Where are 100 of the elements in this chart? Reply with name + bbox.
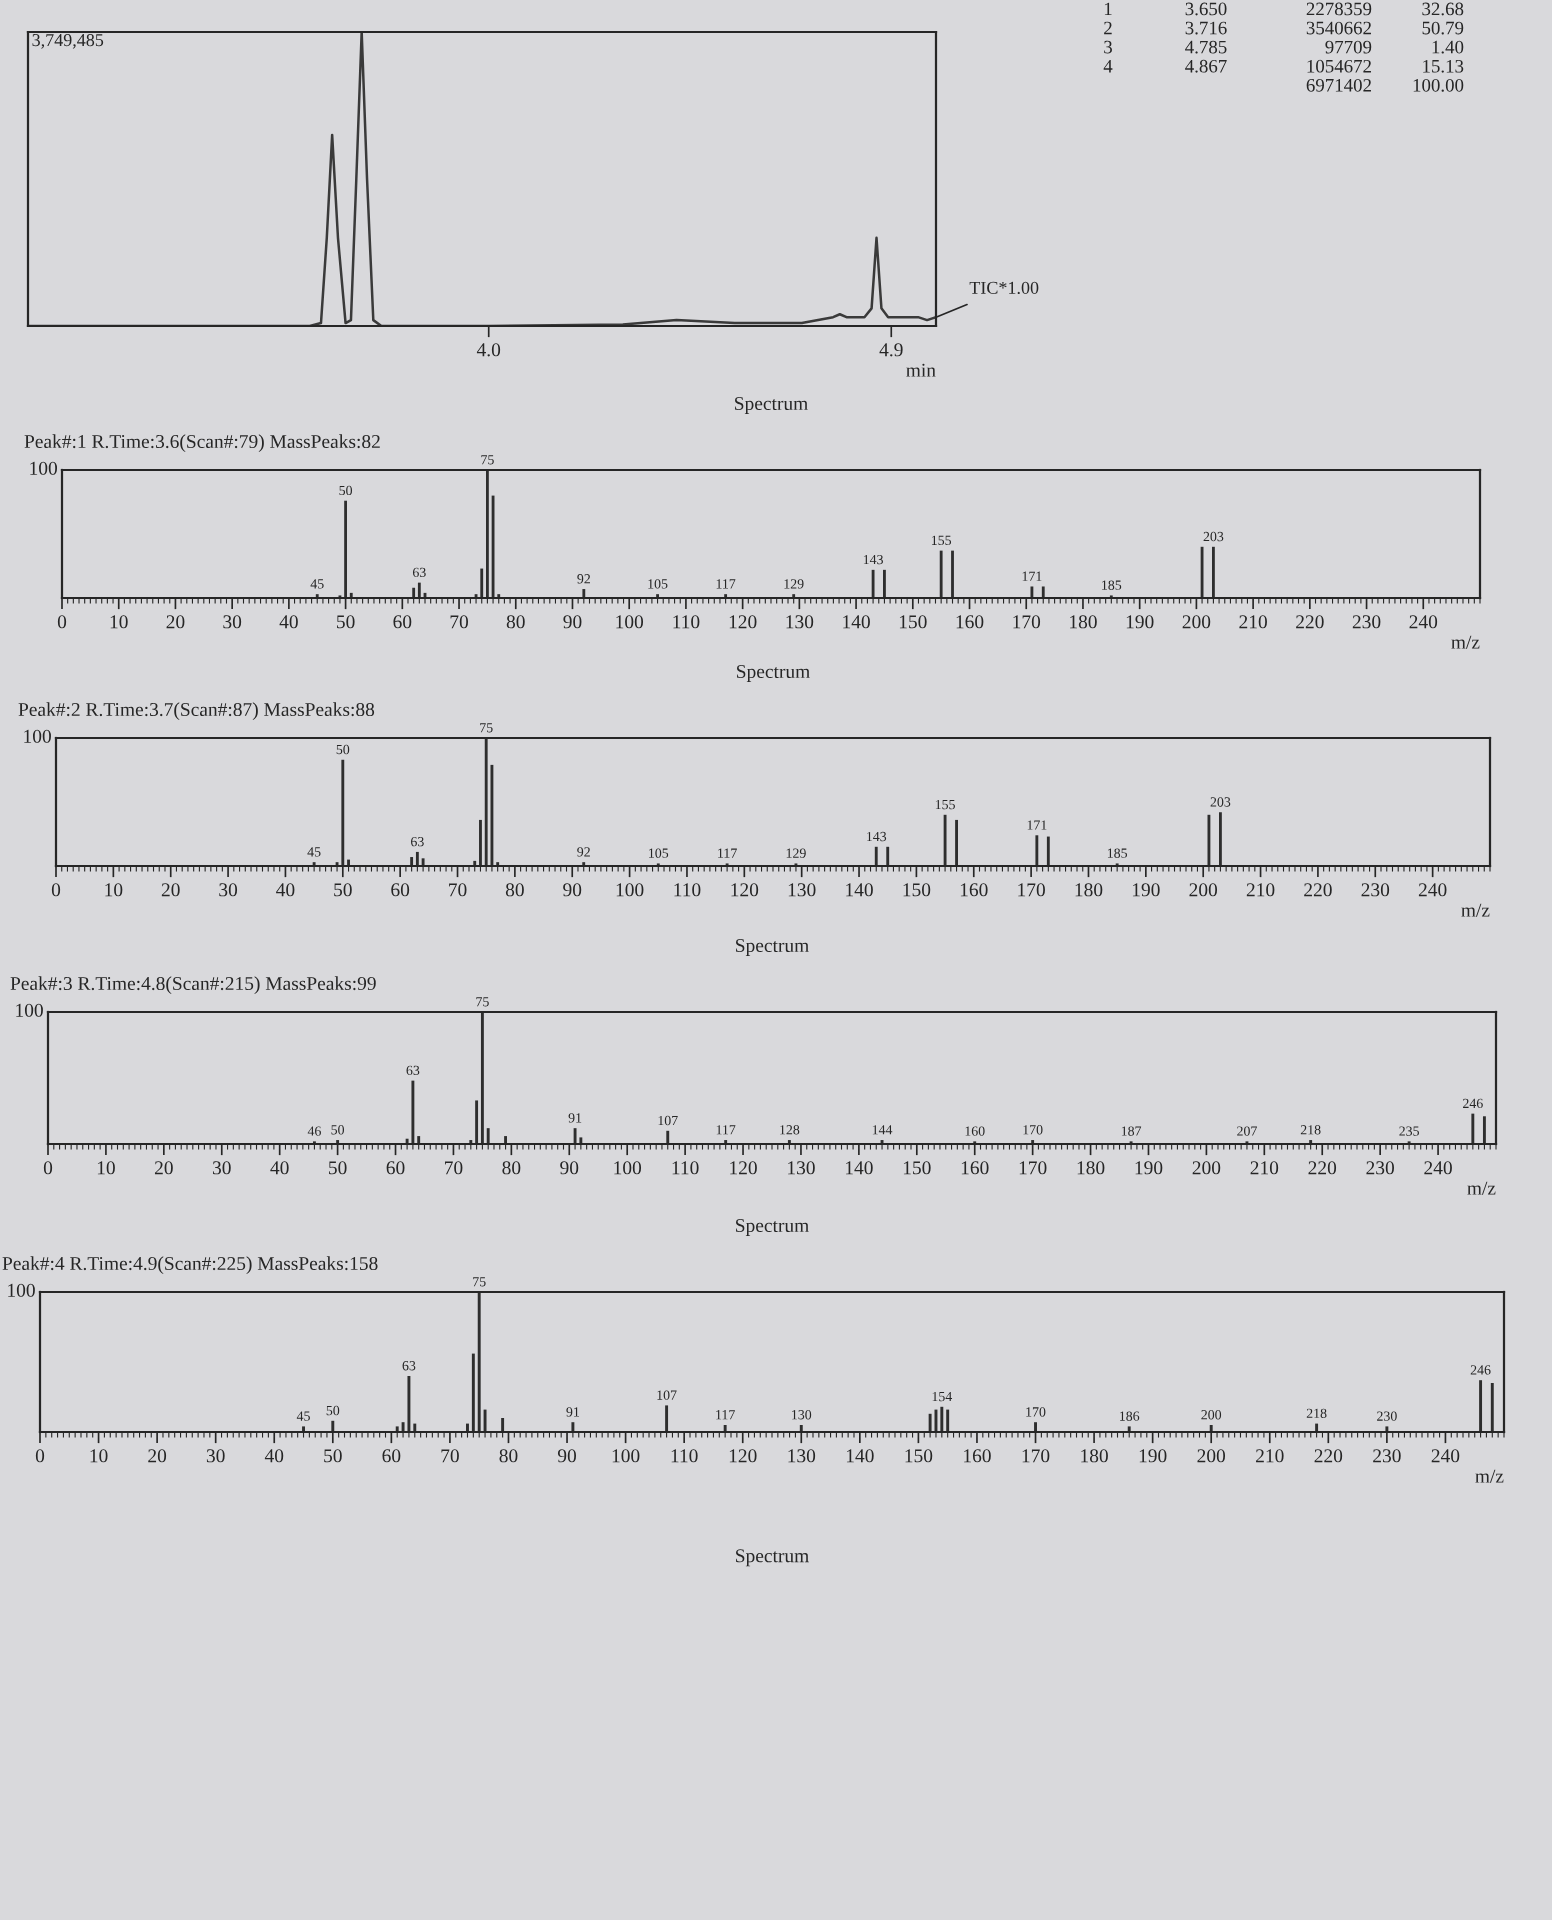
x-tick-label: 150 (903, 1161, 931, 1175)
x-tick-label: 10 (105, 883, 123, 897)
annotation: 3,749,485 (32, 33, 104, 49)
x-tick-label: 170 (1013, 615, 1041, 629)
x-tick-label: 20 (148, 1449, 167, 1463)
chart-title: Spectrum (735, 396, 808, 414)
x-tick-label: 140 (843, 615, 870, 629)
text: 100 (16, 1003, 43, 1017)
x-tick-label: 90 (563, 615, 582, 629)
x-axis-title: min (906, 363, 936, 377)
x-tick-label: 0 (57, 615, 67, 629)
x-tick-label: 20 (161, 883, 180, 897)
x-tick-label: 190 (1135, 1161, 1163, 1175)
x-tick-label: 180 (1070, 615, 1097, 629)
x-tick-label: 170 (1019, 1161, 1047, 1175)
x-tick-label: 60 (391, 883, 410, 897)
x-tick-label: 130 (788, 1161, 815, 1175)
x-tick-label: 110 (673, 615, 700, 629)
x-tick-label: 80 (499, 1449, 518, 1463)
x-tick-label: 190 (1139, 1449, 1167, 1463)
x-tick-label: 60 (382, 1449, 401, 1463)
x-tick-label: 30 (219, 883, 238, 897)
chart-title: Spectrum (736, 938, 809, 956)
x-tick-label: 80 (502, 1161, 521, 1175)
x-tick-label: 70 (441, 1449, 459, 1463)
x-tick-label: 230 (1361, 883, 1390, 897)
x-tick-label: 20 (154, 1161, 173, 1175)
x-tick-label: 100 (614, 1161, 642, 1175)
x-tick-label: 100 (616, 883, 644, 897)
x-tick-label: 20 (166, 615, 185, 629)
x-axis-title: m/z (1467, 1181, 1496, 1195)
x-tick-label: 50 (337, 615, 355, 629)
x-tick-label: 0 (51, 883, 61, 897)
chart-subtitle: Peak#:3 R.Time:4.8(Scan#:215) MassPeaks:99 (10, 976, 376, 994)
x-tick-label: 60 (386, 1161, 405, 1175)
x-tick-label: 200 (1189, 883, 1218, 897)
x-tick-label: 110 (674, 883, 701, 897)
x-tick-label: 30 (212, 1161, 231, 1175)
x-tick-label: 30 (206, 1449, 225, 1463)
x-tick-label: 140 (846, 1449, 874, 1463)
text: 100 (24, 729, 51, 743)
x-tick-label: 220 (1314, 1449, 1343, 1463)
x-tick-label: 220 (1296, 615, 1324, 629)
x-tick-label: 160 (960, 883, 988, 897)
x-tick-label: 110 (671, 1449, 698, 1463)
x-tick-label: 40 (270, 1161, 289, 1175)
x-tick-label: 80 (506, 615, 525, 629)
x-tick-label: 200 (1182, 615, 1211, 629)
x-tick-label: 240 (1409, 615, 1438, 629)
x-tick-label: 10 (97, 1161, 115, 1175)
text: 100 (8, 1283, 35, 1297)
x-tick-label: 90 (557, 1449, 577, 1463)
x-tick-label: 130 (786, 615, 814, 629)
x-tick-label: 210 (1239, 615, 1267, 629)
x-tick-label: 60 (393, 615, 412, 629)
x-tick-label: 10 (110, 615, 128, 629)
x-tick-label: 240 (1418, 883, 1447, 897)
x-tick-label: 220 (1304, 883, 1332, 897)
x-tick-label: 150 (899, 615, 927, 629)
x-tick-label: 240 (1424, 1161, 1452, 1175)
x-tick-label: 80 (505, 883, 524, 897)
x-tick-label: 100 (612, 1449, 640, 1463)
x-tick-label: 230 (1366, 1161, 1394, 1175)
text: Spectrum (736, 1549, 809, 1567)
x-tick-label: 70 (449, 883, 467, 897)
text: 32.68 50.79 1.40 15.13 100.00 (1413, 2, 1464, 92)
x-tick-label: 160 (961, 1161, 989, 1175)
x-tick-label: 40 (279, 615, 298, 629)
text: 2278359 3540662 97709 1054672 6971402 (1306, 2, 1372, 92)
x-tick-label: 210 (1246, 883, 1275, 897)
x-tick-label: 150 (903, 883, 931, 897)
x-tick-label: 120 (729, 1449, 757, 1463)
annotation: TIC*1.00 (969, 281, 1039, 294)
x-tick-label: 50 (334, 883, 352, 897)
x-axis-title: m/z (1451, 635, 1480, 649)
x-axis-title: m/z (1475, 1469, 1504, 1483)
x-tick-label: 40 (264, 1449, 284, 1463)
x-tick-label: 10 (90, 1449, 108, 1463)
x-tick-label: 100 (616, 615, 644, 629)
x-tick-label: 0 (43, 1161, 53, 1175)
text: 100 (30, 461, 57, 475)
x-tick-label: 210 (1256, 1449, 1284, 1463)
x-tick-label: 200 (1197, 1449, 1226, 1463)
x-tick-label: 50 (324, 1449, 342, 1463)
x-tick-label: 90 (563, 883, 582, 897)
x-tick-label: 120 (730, 1161, 757, 1175)
x-tick-label: 70 (450, 615, 469, 629)
x-tick-label: 130 (788, 883, 816, 897)
x-tick-label: 190 (1126, 615, 1154, 629)
x-tick-label: 170 (1022, 1449, 1050, 1463)
chart-title: Spectrum (736, 1218, 809, 1236)
text: 3.650 3.716 4.785 4.867 (1185, 2, 1227, 73)
x-tick-label: 120 (731, 883, 759, 897)
x-tick-label: 140 (846, 1161, 873, 1175)
x-tick-label: 180 (1077, 1161, 1105, 1175)
x-tick-label: 230 (1373, 1449, 1401, 1463)
x-tick-label: 70 (445, 1161, 463, 1175)
x-axis-title: m/z (1461, 903, 1490, 917)
x-tick-label: 130 (788, 1449, 816, 1463)
x-tick-label: 180 (1075, 883, 1103, 897)
